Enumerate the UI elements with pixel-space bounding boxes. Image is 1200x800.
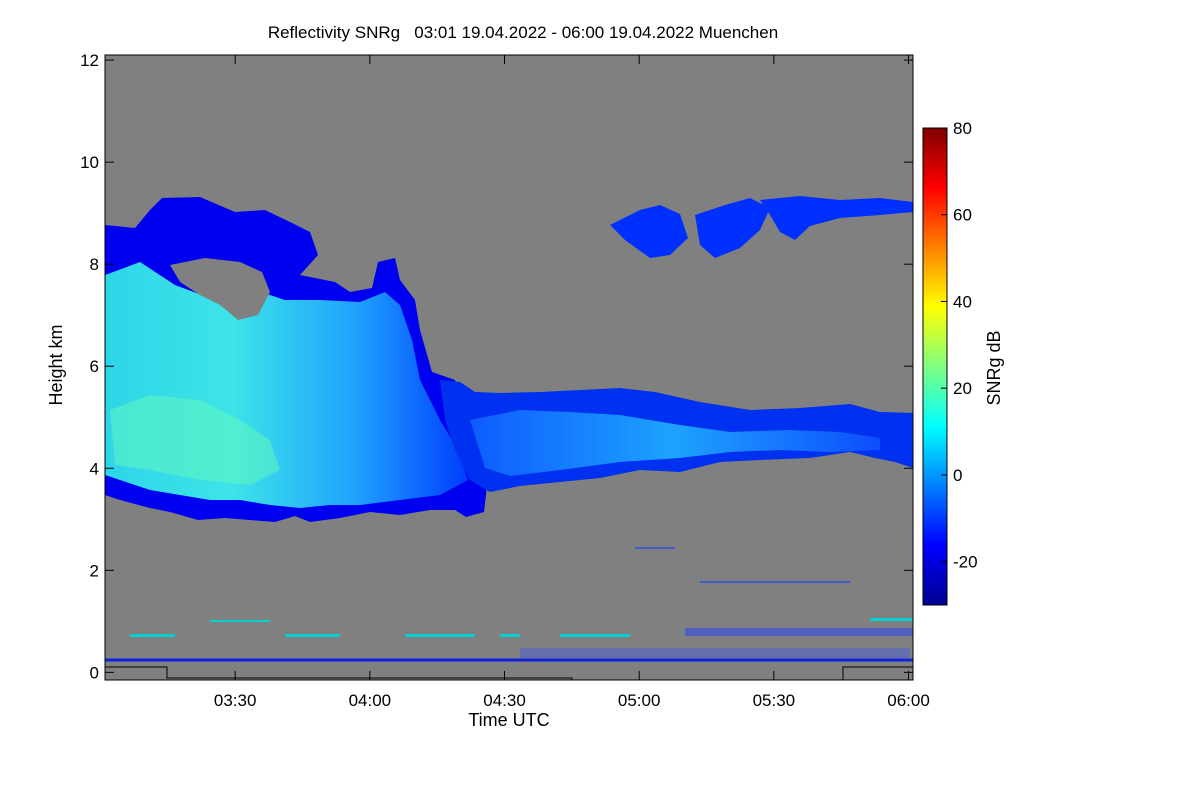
y-axis-label: Height km (46, 324, 66, 405)
y-tick-label: 4 (90, 459, 99, 478)
colorbar-tick-label: 80 (953, 119, 972, 138)
y-tick-label: 6 (90, 357, 99, 376)
x-tick-label: 05:30 (753, 691, 796, 710)
x-axis-label: Time UTC (468, 710, 549, 730)
x-tick-label: 05:00 (618, 691, 661, 710)
upper-cirrus (610, 196, 913, 258)
colorbar-axis: 80 60 40 20 0 -20 (941, 119, 978, 572)
y-tick-label: 0 (90, 663, 99, 682)
colorbar-tick-label: -20 (953, 553, 978, 572)
cloud-layer-core (470, 410, 880, 476)
low-level-echoes (130, 547, 913, 658)
y-tick-label: 8 (90, 255, 99, 274)
status-trace-right (842, 666, 913, 680)
chart-title: Reflectivity SNRg 03:01 19.04.2022 - 06:… (268, 23, 778, 42)
colorbar-tick-label: 0 (953, 466, 962, 485)
y-tick-label: 2 (90, 561, 99, 580)
x-tick-label: 04:30 (483, 691, 526, 710)
plot-frame (104, 54, 914, 681)
cloud-gap (170, 258, 270, 320)
status-trace (105, 666, 573, 680)
y-tick-label: 12 (80, 51, 99, 70)
x-tick-label: 04:00 (349, 691, 392, 710)
colorbar-label: SNRg dB (984, 330, 1004, 405)
x-axis: 03:30 04:00 04:30 05:00 05:30 06:00 (214, 55, 930, 710)
colorbar-tick-label: 60 (953, 206, 972, 225)
y-axis: 0 2 4 6 8 10 12 (80, 51, 913, 682)
colorbar-tick-label: 20 (953, 379, 972, 398)
x-tick-label: 06:00 (887, 691, 930, 710)
colorbar-tick-label: 40 (953, 292, 972, 311)
y-tick-label: 10 (80, 153, 99, 172)
cloud-bright-core (110, 395, 280, 485)
colorbar (922, 127, 948, 606)
x-tick-label: 03:30 (214, 691, 257, 710)
